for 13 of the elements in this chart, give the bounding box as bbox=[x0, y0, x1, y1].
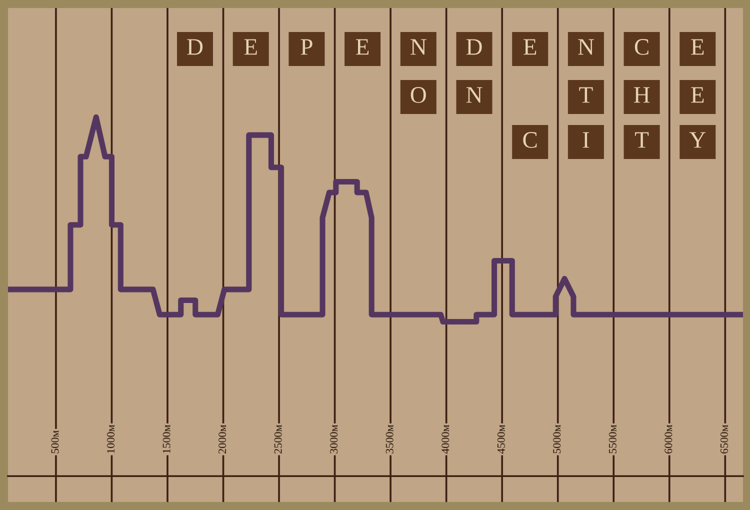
x-tick-label: 500м bbox=[51, 430, 59, 454]
x-tick-label: 6000м bbox=[664, 424, 672, 454]
x-tick-label: 4000м bbox=[442, 424, 450, 454]
x-tick-label: 3500м bbox=[386, 424, 394, 454]
x-tick-label: 3000м bbox=[330, 424, 338, 454]
x-tick-label: 2000м bbox=[218, 424, 226, 454]
x-tick-label: 4500м bbox=[497, 424, 505, 454]
x-tick-label: 1000м bbox=[107, 424, 115, 453]
x-tick-label: 6500м bbox=[720, 424, 728, 454]
x-tick-label: 1500м bbox=[162, 424, 170, 453]
x-tick-label: 5500м bbox=[608, 424, 616, 454]
x-tick-label: 5000м bbox=[553, 424, 561, 454]
x-tick-label: 2500м bbox=[274, 424, 282, 454]
